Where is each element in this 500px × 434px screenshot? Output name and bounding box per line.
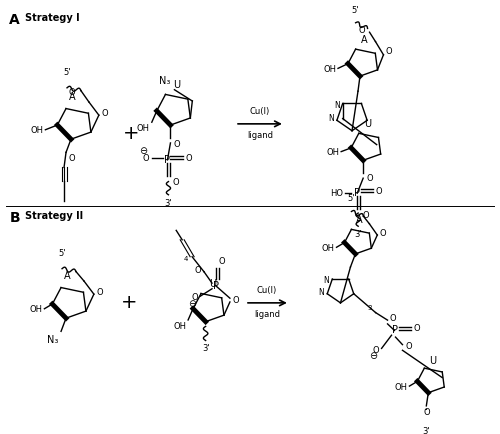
Text: A: A xyxy=(64,271,70,281)
Text: Strategy I: Strategy I xyxy=(26,13,80,23)
Text: O: O xyxy=(192,293,198,302)
Text: A: A xyxy=(360,35,367,45)
Text: OH: OH xyxy=(30,126,44,135)
Text: O: O xyxy=(68,154,74,163)
Text: U: U xyxy=(209,279,216,289)
Text: 4: 4 xyxy=(184,256,188,262)
Text: 3': 3' xyxy=(422,427,430,434)
Text: 3: 3 xyxy=(368,305,372,311)
Text: O: O xyxy=(172,178,179,187)
Text: 3': 3' xyxy=(354,230,362,239)
Text: O: O xyxy=(375,187,382,196)
Text: U: U xyxy=(430,355,436,365)
Text: A: A xyxy=(69,92,75,102)
Text: HO: HO xyxy=(330,189,344,198)
Text: ligand: ligand xyxy=(254,310,280,319)
Text: O: O xyxy=(174,140,180,149)
Text: 3': 3' xyxy=(202,344,209,353)
Text: OH: OH xyxy=(173,322,186,331)
Text: O: O xyxy=(194,266,201,276)
Text: O: O xyxy=(380,229,386,238)
Text: O: O xyxy=(414,324,420,333)
Text: O: O xyxy=(366,174,373,184)
Text: O: O xyxy=(233,296,239,305)
Text: 5': 5' xyxy=(58,250,66,258)
Text: P: P xyxy=(213,281,219,291)
Text: A: A xyxy=(10,13,20,27)
Text: ⊖: ⊖ xyxy=(140,146,147,156)
Text: P: P xyxy=(164,155,170,165)
Text: O: O xyxy=(386,47,392,56)
Text: ⊖: ⊖ xyxy=(188,299,196,309)
Text: N: N xyxy=(324,276,330,286)
Text: O: O xyxy=(423,408,430,417)
Text: O: O xyxy=(102,109,108,118)
Text: O: O xyxy=(359,26,366,35)
Text: OH: OH xyxy=(137,124,150,133)
Text: N: N xyxy=(334,101,340,110)
Text: OH: OH xyxy=(326,148,339,157)
Text: N₃: N₃ xyxy=(159,76,170,86)
Text: ligand: ligand xyxy=(247,132,273,141)
Text: U: U xyxy=(174,80,180,90)
Text: B: B xyxy=(10,210,20,224)
Text: A: A xyxy=(356,215,363,225)
Text: O: O xyxy=(97,288,103,297)
Text: Cu(I): Cu(I) xyxy=(250,107,270,116)
Text: N₃: N₃ xyxy=(48,335,59,345)
Text: 5': 5' xyxy=(352,6,360,15)
Text: OH: OH xyxy=(394,382,407,391)
Text: OH: OH xyxy=(323,65,336,74)
Text: P: P xyxy=(354,188,360,198)
Text: P: P xyxy=(392,326,398,335)
Text: N: N xyxy=(318,288,324,297)
Text: OH: OH xyxy=(322,244,334,253)
Text: O: O xyxy=(219,257,226,266)
Text: O: O xyxy=(373,346,380,355)
Text: N: N xyxy=(328,114,334,123)
Text: ⊖: ⊖ xyxy=(370,351,378,361)
Text: Strategy II: Strategy II xyxy=(26,210,84,220)
Text: O: O xyxy=(390,314,396,323)
Text: Cu(I): Cu(I) xyxy=(257,286,277,295)
Text: 5': 5' xyxy=(348,194,355,203)
Text: O: O xyxy=(362,211,369,220)
Text: OH: OH xyxy=(30,305,43,314)
Text: +: + xyxy=(120,293,137,312)
Text: O: O xyxy=(186,154,192,162)
Text: 5': 5' xyxy=(64,69,71,77)
Text: 3': 3' xyxy=(164,198,172,207)
Text: O: O xyxy=(68,88,75,97)
Text: +: + xyxy=(122,124,139,143)
Text: U: U xyxy=(364,119,371,129)
Text: O: O xyxy=(143,154,150,162)
Text: O: O xyxy=(406,342,412,351)
